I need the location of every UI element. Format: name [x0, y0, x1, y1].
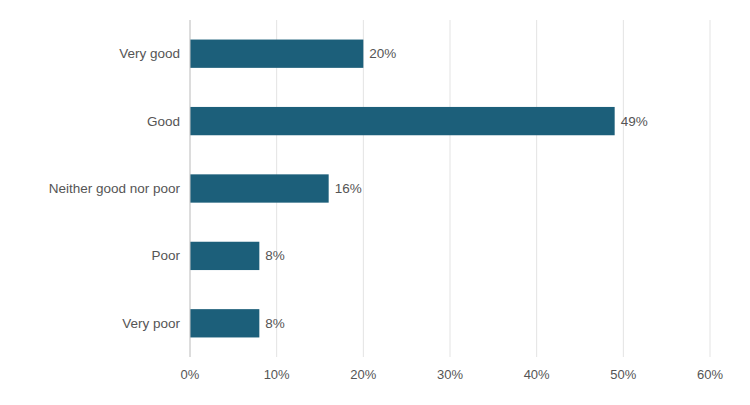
- bar: [190, 40, 363, 68]
- grid-line: [363, 20, 364, 357]
- data-label: 16%: [335, 181, 362, 196]
- y-tick-label: Poor: [151, 248, 180, 263]
- x-axis: 0% 10% 20% 30% 40% 50% 60%: [181, 367, 724, 382]
- grid: [190, 20, 710, 357]
- chart-container: 0% 10% 20% 30% 40% 50% 60% 20% 49% 16% 8% 8% Very go…: [0, 0, 750, 405]
- y-axis-line: [190, 20, 191, 357]
- grid-line: [536, 20, 537, 357]
- x-tick-label: 0%: [181, 367, 200, 382]
- grid-line: [190, 20, 191, 357]
- grid-line: [450, 20, 451, 357]
- y-tick-label: Very poor: [122, 316, 180, 331]
- x-tick-label: 10%: [264, 367, 290, 382]
- x-tick-label: 20%: [350, 367, 376, 382]
- grid-line: [710, 20, 711, 357]
- data-label: 49%: [621, 114, 648, 129]
- grid-line: [623, 20, 624, 357]
- bar: [190, 309, 259, 337]
- y-tick-label: Good: [147, 114, 180, 129]
- y-axis: Very good Good Neither good nor poor Poor Ve…: [49, 46, 181, 331]
- bar: [190, 242, 259, 270]
- chart-svg: 0% 10% 20% 30% 40% 50% 60% 20% 49% 16% 8% 8% Very go…: [0, 0, 750, 405]
- data-label: 8%: [265, 316, 285, 331]
- data-label: 20%: [369, 46, 396, 61]
- bars: [190, 40, 615, 338]
- data-labels: 20% 49% 16% 8% 8%: [265, 46, 647, 331]
- bar: [190, 174, 329, 202]
- x-tick-label: 60%: [697, 367, 723, 382]
- y-tick-label: Very good: [119, 46, 180, 61]
- y-tick-label: Neither good nor poor: [49, 181, 181, 196]
- data-label: 8%: [265, 248, 285, 263]
- x-tick-label: 30%: [437, 367, 463, 382]
- x-tick-label: 50%: [610, 367, 636, 382]
- bar: [190, 107, 615, 135]
- x-tick-label: 40%: [524, 367, 550, 382]
